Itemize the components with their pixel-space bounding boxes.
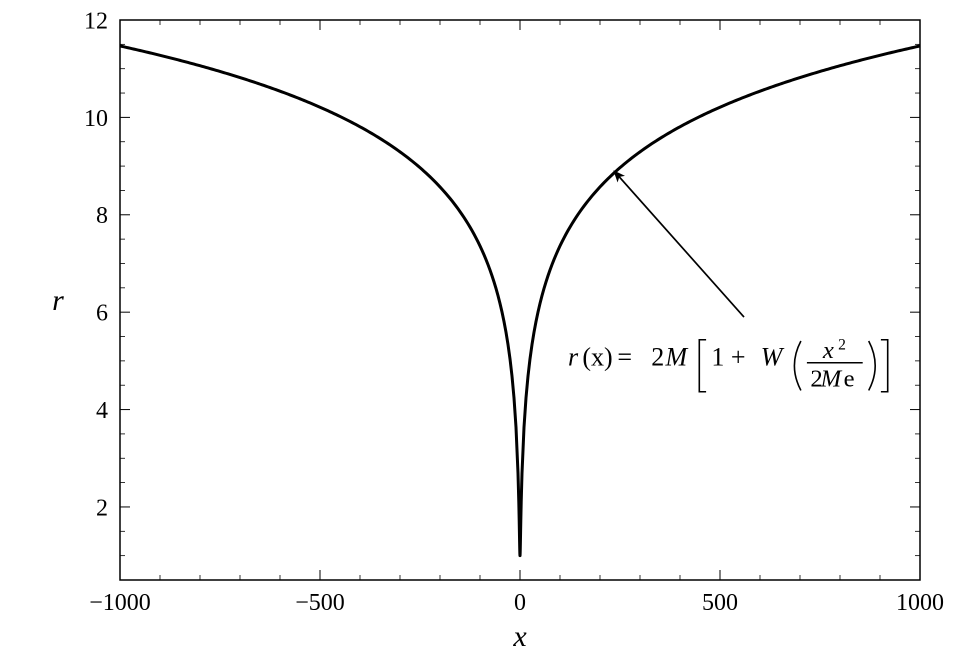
y-tick-label: 10 (84, 106, 108, 132)
y-tick-label: 2 (96, 495, 108, 521)
x-tick-label: 0 (514, 590, 526, 616)
svg-text:1 +: 1 + (711, 343, 745, 372)
svg-text:2: 2 (651, 343, 664, 372)
chart-container: −1000−5000500100024681012rxr(x) = 2M1 + … (0, 0, 956, 669)
svg-text:W: W (761, 343, 785, 372)
x-axis-title: x (512, 620, 527, 653)
y-tick-label: 6 (96, 301, 108, 327)
chart-svg: −1000−5000500100024681012rxr(x) = 2M1 + … (0, 0, 956, 669)
svg-text:M: M (665, 343, 689, 372)
svg-text:M: M (820, 366, 843, 393)
svg-text:r: r (568, 343, 579, 372)
y-tick-label: 4 (96, 398, 108, 424)
svg-text:e: e (844, 366, 855, 393)
y-axis-title: r (52, 284, 64, 317)
svg-text:=: = (617, 343, 632, 372)
x-tick-label: −1000 (89, 590, 151, 616)
svg-text:2: 2 (838, 337, 846, 354)
svg-text:(x): (x) (582, 343, 612, 372)
x-tick-label: −500 (295, 590, 345, 616)
x-tick-label: 500 (702, 590, 738, 616)
svg-text:x: x (822, 337, 834, 364)
y-tick-label: 12 (84, 8, 108, 34)
y-tick-label: 8 (96, 203, 108, 229)
x-tick-label: 1000 (896, 590, 944, 616)
